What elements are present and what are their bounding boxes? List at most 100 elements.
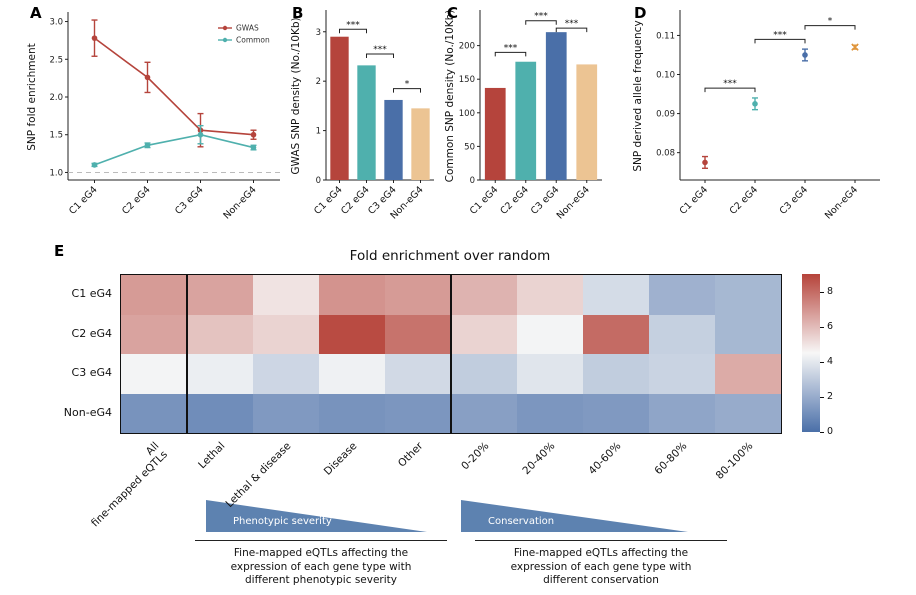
y-axis-label: SNP fold enrichment: [26, 43, 38, 150]
bar: [384, 99, 403, 180]
data-point: [197, 131, 204, 138]
heatmap-column-label: 80-100%: [713, 440, 756, 482]
significance-label: ***: [504, 43, 518, 53]
heatmap-row-label: C2 eG4: [71, 326, 112, 340]
x-tick-label: C3 eG4: [778, 184, 810, 216]
panel-a-label: A: [30, 4, 42, 22]
significance-label: ***: [346, 20, 360, 30]
colorbar-tick: [820, 291, 824, 293]
panel-d-chart: 0.08 0.09 0.10 0.11 C1 eG4 C2 eG4 C3 eG4 Non-eG…: [632, 10, 880, 222]
y-axis-label: Common SNP density (No./10Kb): [444, 10, 456, 183]
significance-label: ***: [723, 79, 737, 89]
triangle-shape: [206, 500, 427, 532]
significance-label: *: [405, 80, 410, 90]
heatmap-cell: [583, 354, 649, 394]
heatmap-cell: [121, 354, 187, 394]
y-tick-label: 1.0: [49, 168, 63, 178]
heatmap-cell: [253, 314, 319, 354]
y-tick-label: 0.08: [656, 149, 675, 159]
data-point: [250, 131, 257, 138]
y-tick-label: 1: [316, 127, 321, 137]
heatmap-cell: [451, 314, 517, 354]
heatmap-cell: [385, 314, 451, 354]
significance-bracket: [366, 53, 394, 58]
heatmap-column-label: Disease: [321, 440, 360, 478]
data-point: [802, 52, 808, 58]
heatmap-cell: [187, 314, 253, 354]
panel-d: 0.08 0.09 0.10 0.11 C1 eG4 C2 eG4 C3 eG4 Non-eG…: [628, 0, 892, 244]
significance-bracket: [804, 25, 856, 30]
x-tick-label: Non-eG4: [221, 184, 258, 221]
significance-bracket: [339, 28, 367, 34]
legend-label: GWAS: [236, 24, 259, 33]
x-tick-label: C3 eG4: [173, 184, 205, 216]
triangle-label: Phenotypic severity: [233, 516, 332, 527]
heatmap-cell: [715, 393, 781, 433]
significance-label: *: [828, 17, 833, 27]
x-tick-label: Non-eG4: [823, 184, 860, 221]
legend-marker: [222, 37, 228, 43]
series-line: [94, 133, 254, 166]
colorbar-tick: [820, 326, 824, 328]
colorbar-tick: [820, 396, 824, 398]
data-point: [91, 162, 98, 168]
heatmap-column-label: 40-60%: [586, 440, 624, 478]
panel-b-label: B: [292, 4, 304, 22]
heatmap-cell: [517, 314, 583, 354]
heatmap-cell: [451, 275, 517, 315]
heatmap-column-label: Lethal: [196, 440, 228, 472]
heatmap-cell: [253, 354, 319, 394]
heatmap-cell: [385, 393, 451, 433]
series-line: [94, 37, 254, 136]
group-separator: [450, 275, 452, 433]
heatmap-cell: [187, 354, 253, 394]
heatmap-cell: [451, 354, 517, 394]
triangle-label: Conservation: [488, 516, 554, 527]
panel-d-label: D: [634, 4, 647, 22]
heatmap-cell: [517, 275, 583, 315]
heatmap-row-label: C1 eG4: [71, 287, 112, 300]
heatmap-cell: [451, 393, 517, 433]
heatmap-column-label: Lethal & disease: [223, 440, 294, 511]
heatmap-cell: [649, 275, 715, 315]
heatmap-column-label: All fine-mapped eQTLs: [89, 440, 171, 530]
heatmap-cell: [715, 354, 781, 394]
heatmap-column-label: Other: [395, 440, 426, 470]
colorbar-tick-label: 8: [827, 285, 834, 297]
heatmap-cell: [121, 275, 187, 315]
heatmap-row-label: C3 eG4: [71, 366, 112, 379]
y-tick-label: 2: [316, 77, 321, 87]
heatmap-title: Fold enrichment over random: [349, 248, 551, 264]
heatmap-cell: [319, 275, 385, 315]
bar: [515, 61, 537, 181]
heatmap-column-label: 0-20%: [459, 440, 492, 473]
conservation-triangle: Conservation: [461, 500, 688, 532]
significance-label: ***: [773, 30, 787, 40]
heatmap-cell: [319, 393, 385, 433]
panel-e-label: E: [54, 242, 65, 260]
panel-a-chart: 1.0 1.5 2.0 2.5 3.0 C1 eG4 C2 eG4 C3 eG4 Non-eG4…: [26, 12, 280, 222]
conservation-caption: Fine-mapped eQTLs affecting the expressi…: [475, 540, 727, 588]
bar: [357, 65, 376, 180]
data-point: [752, 101, 758, 107]
colorbar-tick-label: 6: [827, 320, 834, 332]
significance-label: ***: [373, 45, 387, 55]
y-tick-label: 50: [464, 142, 475, 152]
significance-bracket: [555, 27, 588, 33]
x-tick-label: C2 eG4: [120, 184, 152, 216]
bar: [411, 108, 430, 180]
data-point: [144, 142, 151, 149]
heatmap-cell: [583, 275, 649, 315]
heatmap: [120, 274, 782, 434]
panel-c-label: C: [447, 4, 459, 22]
heatmap-cell: [121, 314, 187, 354]
colorbar: [802, 274, 820, 432]
colorbar-tick-label: 4: [827, 355, 834, 367]
y-tick-label: 0.09: [656, 110, 675, 120]
data-point: [91, 35, 98, 41]
panel-e: E Fold enrichment over random Phenotypic…: [20, 242, 916, 595]
x-tick-label: C2 eG4: [339, 184, 371, 216]
heatmap-cell: [385, 354, 451, 394]
panel-a: 1.0 1.5 2.0 2.5 3.0 C1 eG4 C2 eG4 C3 eG4 Non-eG4…: [22, 0, 290, 244]
